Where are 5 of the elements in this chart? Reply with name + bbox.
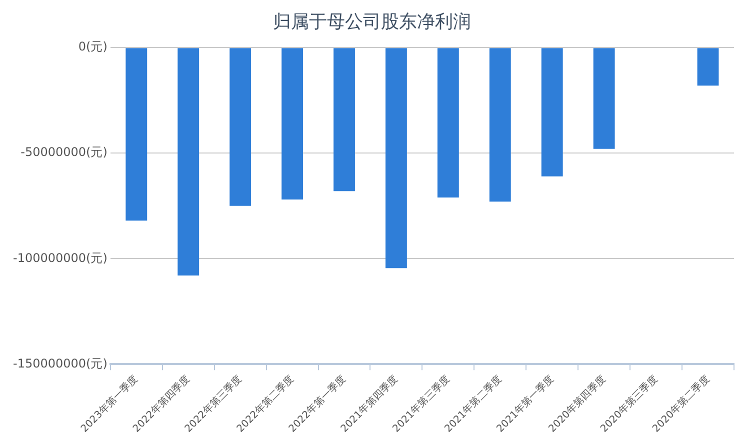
y-tick-label: -50000000(元) <box>20 145 108 160</box>
y-tick-label: -100000000(元) <box>13 250 108 265</box>
chart-title: 归属于母公司股东净利润 <box>273 11 471 32</box>
y-tick-label: -150000000(元) <box>13 356 108 370</box>
y-tick-label: 0(元) <box>78 40 108 54</box>
